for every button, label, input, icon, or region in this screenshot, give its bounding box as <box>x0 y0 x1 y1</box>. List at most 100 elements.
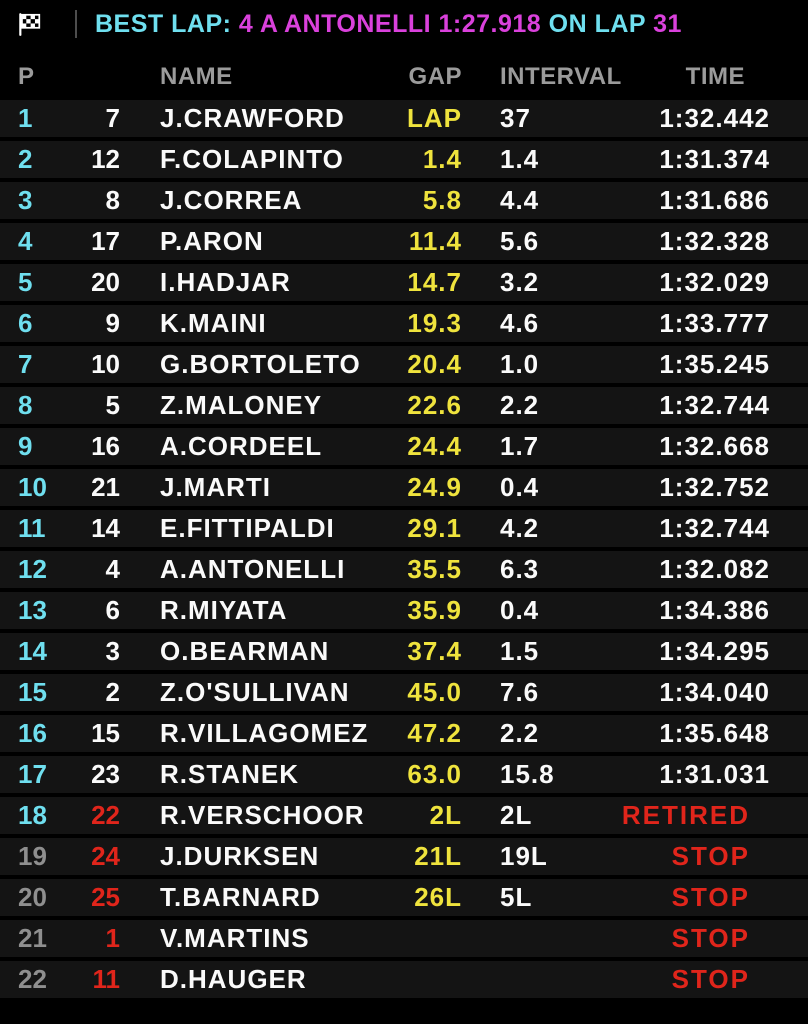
spacer <box>120 100 160 137</box>
interval-value: 19L <box>500 841 548 871</box>
spacer <box>462 223 500 260</box>
position: 12 <box>18 554 47 584</box>
spacer <box>462 838 500 875</box>
timing-row: 14 3 O.BEARMAN 37.4 1.5 1:34.295 <box>0 633 808 670</box>
spacer <box>120 387 160 424</box>
time-value: 1:32.442 <box>659 103 770 133</box>
spacer <box>120 305 160 342</box>
gap-value: 14.7 <box>407 267 462 297</box>
spacer <box>120 510 160 547</box>
spacer <box>462 387 500 424</box>
interval-value: 7.6 <box>500 677 540 707</box>
spacer <box>120 879 160 916</box>
position: 8 <box>18 390 33 420</box>
car-number: 12 <box>91 144 120 174</box>
time-value: 1:32.328 <box>659 226 770 256</box>
driver-name: Z.O'SULLIVAN <box>160 677 350 707</box>
driver-name: J.CRAWFORD <box>160 103 345 133</box>
interval-value: 2L <box>500 800 533 830</box>
car-number: 4 <box>105 554 120 584</box>
car-number: 24 <box>91 841 120 871</box>
timing-row: 13 6 R.MIYATA 35.9 0.4 1:34.386 <box>0 592 808 629</box>
position: 11 <box>18 513 46 543</box>
best-lap-banner: BEST LAP: 4 A ANTONELLI 1:27.918 ON LAP … <box>0 0 808 48</box>
interval-value: 1.0 <box>500 349 540 379</box>
car-number: 11 <box>92 964 121 994</box>
position: 9 <box>18 431 33 461</box>
driver-name: G.BORTOLETO <box>160 349 361 379</box>
timing-row: 17 23 R.STANEK 63.0 15.8 1:31.031 <box>0 756 808 793</box>
position: 4 <box>18 226 33 256</box>
driver-name: R.MIYATA <box>160 595 288 625</box>
best-lap-number: 31 <box>653 9 682 38</box>
driver-name: R.VILLAGOMEZ <box>160 718 369 748</box>
time-value: 1:32.744 <box>659 390 770 420</box>
time-value: 1:32.752 <box>659 472 770 502</box>
time-value: 1:31.686 <box>659 185 770 215</box>
timing-row: 4 17 P.ARON 11.4 5.6 1:32.328 <box>0 223 808 260</box>
timing-row: 22 11 D.HAUGER STOP <box>0 961 808 998</box>
gap-value <box>402 920 462 957</box>
time-value: 1:32.082 <box>659 554 770 584</box>
col-header-interval: INTERVAL <box>500 63 622 90</box>
car-number: 9 <box>105 308 120 338</box>
time-value: 1:32.744 <box>659 513 770 543</box>
spacer <box>462 633 500 670</box>
position: 6 <box>18 308 33 338</box>
time-value: STOP <box>671 964 750 994</box>
driver-name: O.BEARMAN <box>160 636 330 666</box>
interval-value: 3.2 <box>500 267 540 297</box>
time-value: STOP <box>671 882 750 912</box>
driver-name: Z.MALONEY <box>160 390 323 420</box>
position: 7 <box>18 349 33 379</box>
interval-value <box>500 920 610 957</box>
spacer <box>462 674 500 711</box>
timing-row: 15 2 Z.O'SULLIVAN 45.0 7.6 1:34.040 <box>0 674 808 711</box>
interval-value: 15.8 <box>500 759 555 789</box>
col-header-spacer <box>462 62 500 92</box>
spacer <box>120 838 160 875</box>
interval-value <box>500 961 610 998</box>
time-value: 1:35.245 <box>659 349 770 379</box>
spacer <box>462 879 500 916</box>
interval-value: 4.4 <box>500 185 540 215</box>
timing-row: 10 21 J.MARTI 24.9 0.4 1:32.752 <box>0 469 808 506</box>
car-number: 5 <box>105 390 120 420</box>
spacer <box>120 756 160 793</box>
timing-row: 6 9 K.MAINI 19.3 4.6 1:33.777 <box>0 305 808 342</box>
gap-value: 20.4 <box>407 349 462 379</box>
gap-value: LAP <box>407 103 462 133</box>
spacer <box>462 469 500 506</box>
car-number: 22 <box>91 800 120 830</box>
timing-row: 2 12 F.COLAPINTO 1.4 1.4 1:31.374 <box>0 141 808 178</box>
driver-name: J.MARTI <box>160 472 271 502</box>
spacer <box>120 674 160 711</box>
interval-value: 4.2 <box>500 513 540 543</box>
position: 22 <box>18 964 47 994</box>
car-number: 25 <box>91 882 120 912</box>
car-number: 7 <box>105 103 120 133</box>
position: 5 <box>18 267 33 297</box>
time-value: 1:32.668 <box>659 431 770 461</box>
checkered-flag-icon <box>16 10 42 38</box>
gap-value: 37.4 <box>407 636 462 666</box>
spacer <box>120 715 160 752</box>
position: 20 <box>18 882 47 912</box>
timing-row: 16 15 R.VILLAGOMEZ 47.2 2.2 1:35.648 <box>0 715 808 752</box>
gap-value: 2L <box>429 800 462 830</box>
gap-value: 63.0 <box>407 759 462 789</box>
car-number: 1 <box>105 923 120 953</box>
car-number: 3 <box>105 636 120 666</box>
timing-row: 3 8 J.CORREA 5.8 4.4 1:31.686 <box>0 182 808 219</box>
spacer <box>462 592 500 629</box>
car-number: 21 <box>91 472 120 502</box>
spacer <box>462 920 500 957</box>
position: 15 <box>18 677 47 707</box>
timing-row: 7 10 G.BORTOLETO 20.4 1.0 1:35.245 <box>0 346 808 383</box>
spacer <box>120 182 160 219</box>
spacer <box>462 510 500 547</box>
driver-name: E.FITTIPALDI <box>160 513 335 543</box>
driver-name: P.ARON <box>160 226 264 256</box>
timing-row: 8 5 Z.MALONEY 22.6 2.2 1:32.744 <box>0 387 808 424</box>
best-lap-driver-time: 4 A ANTONELLI 1:27.918 <box>238 9 542 38</box>
